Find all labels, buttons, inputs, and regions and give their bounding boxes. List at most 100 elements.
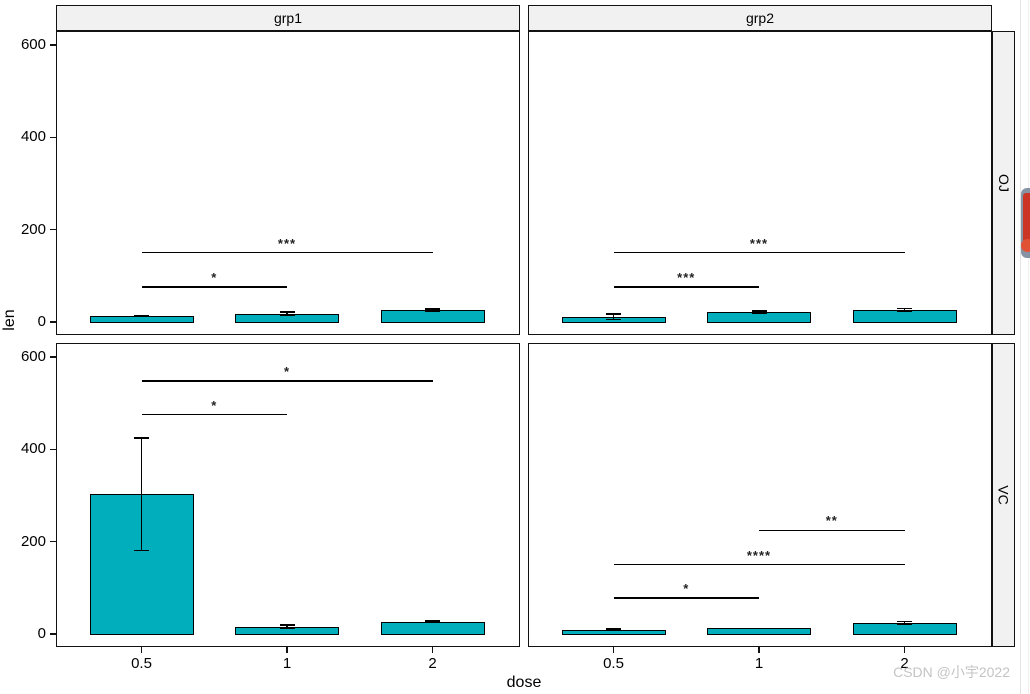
error-bar-cap-bottom <box>425 310 440 312</box>
significance-label: *** <box>677 269 696 285</box>
scrollbar-thumb-widget[interactable] <box>1021 188 1030 258</box>
error-bar-cap-top <box>425 620 440 622</box>
y-axis-tick <box>50 633 56 635</box>
panel-grp2-vc <box>528 343 992 647</box>
significance-bracket-line <box>141 252 433 254</box>
y-axis-tick-label: 400 <box>20 440 46 458</box>
facet-strip-grp2: grp2 <box>528 5 992 31</box>
y-axis-tick <box>50 228 56 231</box>
error-bar-line <box>140 437 143 551</box>
facet-strip-grp2-label: grp2 <box>745 10 775 26</box>
significance-label: *** <box>749 235 769 251</box>
y-axis-tick <box>50 540 56 543</box>
y-axis-tick-label: 0 <box>37 313 46 330</box>
y-axis-tick-label: 200 <box>20 220 46 238</box>
significance-bracket-line <box>613 597 759 599</box>
error-bar-line <box>612 313 615 320</box>
error-bar-cap-top <box>897 307 912 310</box>
widget-orange-dot <box>1021 239 1030 252</box>
x-axis-tick-label: 2 <box>900 655 909 672</box>
error-bar-cap-top <box>606 313 621 315</box>
error-bar-cap-top <box>425 308 440 310</box>
error-bar-cap-bottom <box>897 623 912 626</box>
y-axis-tick-label: 600 <box>20 348 46 366</box>
bar <box>707 627 811 635</box>
x-axis-tick-label: 0.5 <box>131 655 152 672</box>
error-bar-cap-bottom <box>425 621 440 624</box>
significance-bracket-line <box>613 286 759 288</box>
significance-label: ** <box>825 513 838 529</box>
panel-grp2-oj <box>528 31 992 335</box>
significance-label: * <box>683 581 690 596</box>
error-bar-cap-top <box>134 437 149 439</box>
error-bar-cap-top <box>897 620 912 623</box>
error-bar-cap-bottom <box>606 318 621 321</box>
y-axis-tick-label: 400 <box>20 128 46 146</box>
facet-strip-oj-label: OJ <box>995 174 1012 192</box>
error-bar-cap-bottom <box>134 549 149 552</box>
error-bar-cap-bottom <box>606 629 621 632</box>
error-bar-line <box>903 621 906 625</box>
significance-label: * <box>283 364 291 380</box>
x-axis-tick <box>431 647 434 653</box>
facet-strip-oj: OJ <box>992 31 1015 335</box>
x-axis-tick <box>903 647 906 653</box>
significance-bracket-line <box>613 252 905 254</box>
error-bar-cap-bottom <box>751 312 767 315</box>
facet-strip-grp1-label: grp1 <box>273 10 303 26</box>
watermark: CSDN @小宇2022 <box>893 664 1010 680</box>
significance-bracket-line <box>141 380 433 382</box>
x-axis-tick <box>286 647 288 653</box>
significance-label: * <box>211 397 218 413</box>
y-axis-tick-label: 600 <box>20 36 46 54</box>
bar <box>380 621 485 635</box>
error-bar-cap-top <box>606 628 621 630</box>
error-bar-line <box>286 625 288 628</box>
x-axis-tick <box>758 647 760 653</box>
significance-bracket-line <box>141 414 287 416</box>
y-axis-tick <box>50 136 56 139</box>
significance-label: * <box>211 269 218 285</box>
significance-label: **** <box>746 547 772 563</box>
y-axis-tick <box>50 321 56 323</box>
facet-strip-vc: VC <box>992 343 1015 647</box>
y-axis-tick <box>50 44 56 46</box>
panel-grp1-oj <box>56 31 520 335</box>
widget-red-bar <box>1023 193 1030 242</box>
panel-grp1-vc <box>56 343 520 647</box>
error-bar-cap-top <box>134 314 149 317</box>
bar <box>380 310 485 323</box>
error-bar-cap-bottom <box>134 315 149 318</box>
x-axis-tick <box>140 647 143 653</box>
error-bar-cap-bottom <box>279 627 295 629</box>
significance-bracket-line <box>141 286 287 288</box>
error-bar-line <box>431 620 434 623</box>
x-axis-tick <box>612 647 615 653</box>
facet-strip-grp1: grp1 <box>56 5 520 31</box>
x-axis-tick-label: 2 <box>428 655 437 672</box>
error-bar-line <box>758 311 760 314</box>
significance-label: *** <box>277 235 297 251</box>
x-axis-tick-label: 1 <box>754 655 764 672</box>
x-axis-tick-label: 1 <box>282 655 292 672</box>
error-bar-cap-top <box>751 310 767 312</box>
error-bar-line <box>286 311 288 316</box>
error-bar-cap-top <box>279 624 295 627</box>
scrollbar-track <box>1028 0 1029 694</box>
x-axis-title: dose <box>506 674 542 691</box>
y-axis-tick-label: 200 <box>20 532 46 550</box>
significance-bracket-line <box>759 529 905 531</box>
error-bar-line <box>903 308 906 312</box>
y-axis-tick <box>50 448 56 451</box>
error-bar-cap-top <box>279 311 295 313</box>
y-axis-tick <box>50 356 56 358</box>
error-bar-cap-bottom <box>279 314 295 317</box>
significance-bracket-line <box>613 564 905 566</box>
error-bar-cap-bottom <box>897 310 912 312</box>
page-divider-line <box>1020 0 1021 694</box>
facet-strip-vc-label: VC <box>995 485 1012 505</box>
y-axis-tick-label: 0 <box>37 625 46 642</box>
x-axis-tick-label: 0.5 <box>603 655 624 672</box>
error-bar-line <box>431 309 434 311</box>
